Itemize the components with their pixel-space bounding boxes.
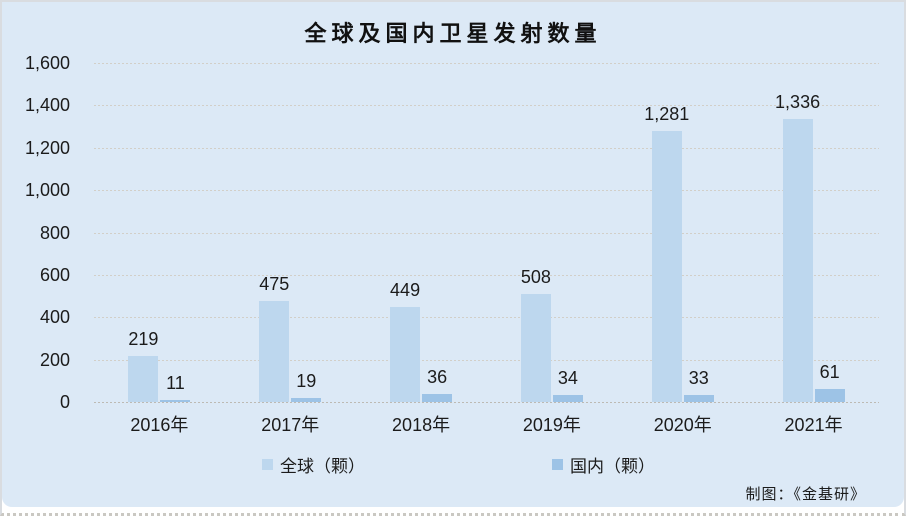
domestic-bar-2020年 xyxy=(683,395,714,402)
y-axis-tick-label: 400 xyxy=(39,307,70,328)
legend-item-global: 全球（颗） xyxy=(262,453,365,476)
global-value-label: 219 xyxy=(128,328,159,349)
x-axis-category-label: 2021年 xyxy=(784,415,843,435)
x-axis-category-label: 2016年 xyxy=(130,415,189,435)
domestic-value-label: 36 xyxy=(427,367,448,388)
y-axis-tick-label: 800 xyxy=(39,222,70,243)
x-axis-category-label: 2018年 xyxy=(392,415,451,435)
y-axis-tick-label: 1,600 xyxy=(24,53,70,73)
domestic-bar-2018年 xyxy=(422,394,453,402)
legend-swatch-global xyxy=(262,458,273,470)
x-axis-baseline xyxy=(94,402,879,403)
y-axis-tick-label: 200 xyxy=(39,349,70,370)
global-bar-2017年 xyxy=(259,301,290,402)
legend-swatch-domestic xyxy=(552,458,563,470)
gridline xyxy=(94,190,879,192)
y-axis-tick-label: 0 xyxy=(59,392,70,412)
global-value-label: 508 xyxy=(520,267,551,288)
domestic-bar-2021年 xyxy=(814,389,845,402)
y-axis-tick-label: 1,200 xyxy=(24,137,70,158)
gridline xyxy=(94,274,879,276)
gridline xyxy=(94,317,879,319)
global-bar-2018年 xyxy=(390,306,421,402)
domestic-value-label: 34 xyxy=(557,367,578,388)
global-value-label: 449 xyxy=(390,279,421,300)
gridline xyxy=(94,105,879,107)
chart-card: 全球及国内卫星发射数量 0 200 400 600 800 1,000 1,200 1,400… xyxy=(2,2,904,507)
global-bar-2020年 xyxy=(651,130,682,402)
domestic-value-label: 61 xyxy=(819,362,840,383)
gridline xyxy=(94,147,879,149)
global-bar-2021年 xyxy=(782,118,813,402)
gridline xyxy=(94,63,879,64)
global-value-label: 1,281 xyxy=(644,103,690,124)
domestic-value-label: 19 xyxy=(296,370,317,391)
x-axis-category-label: 2020年 xyxy=(653,415,712,435)
domestic-bar-2017年 xyxy=(291,397,322,402)
source-note: 制图：《金基研》 xyxy=(745,486,866,503)
domestic-value-label: 11 xyxy=(166,372,185,393)
global-bar-2019年 xyxy=(520,294,551,402)
x-axis-category-label: 2017年 xyxy=(261,415,320,435)
domestic-bar-2019年 xyxy=(552,394,583,402)
global-value-label: 1,336 xyxy=(775,91,821,112)
domestic-value-label: 33 xyxy=(688,368,709,388)
gridline xyxy=(94,359,879,361)
legend-item-domestic: 国内（颗） xyxy=(552,453,655,476)
y-axis-tick-label: 1,000 xyxy=(24,180,70,201)
y-axis-tick-label: 1,400 xyxy=(24,95,70,116)
x-axis-category-label: 2019年 xyxy=(522,415,581,435)
y-axis-tick-label: 600 xyxy=(39,264,70,285)
global-bar-2016年 xyxy=(128,355,159,402)
legend-label-global: 全球（颗） xyxy=(280,456,365,476)
gridline xyxy=(94,232,879,234)
global-value-label: 475 xyxy=(259,274,290,295)
legend-label-domestic: 国内（颗） xyxy=(570,456,655,476)
chart-title: 全球及国内卫星发射数量 xyxy=(304,21,602,46)
domestic-bar-2016年 xyxy=(160,399,191,402)
